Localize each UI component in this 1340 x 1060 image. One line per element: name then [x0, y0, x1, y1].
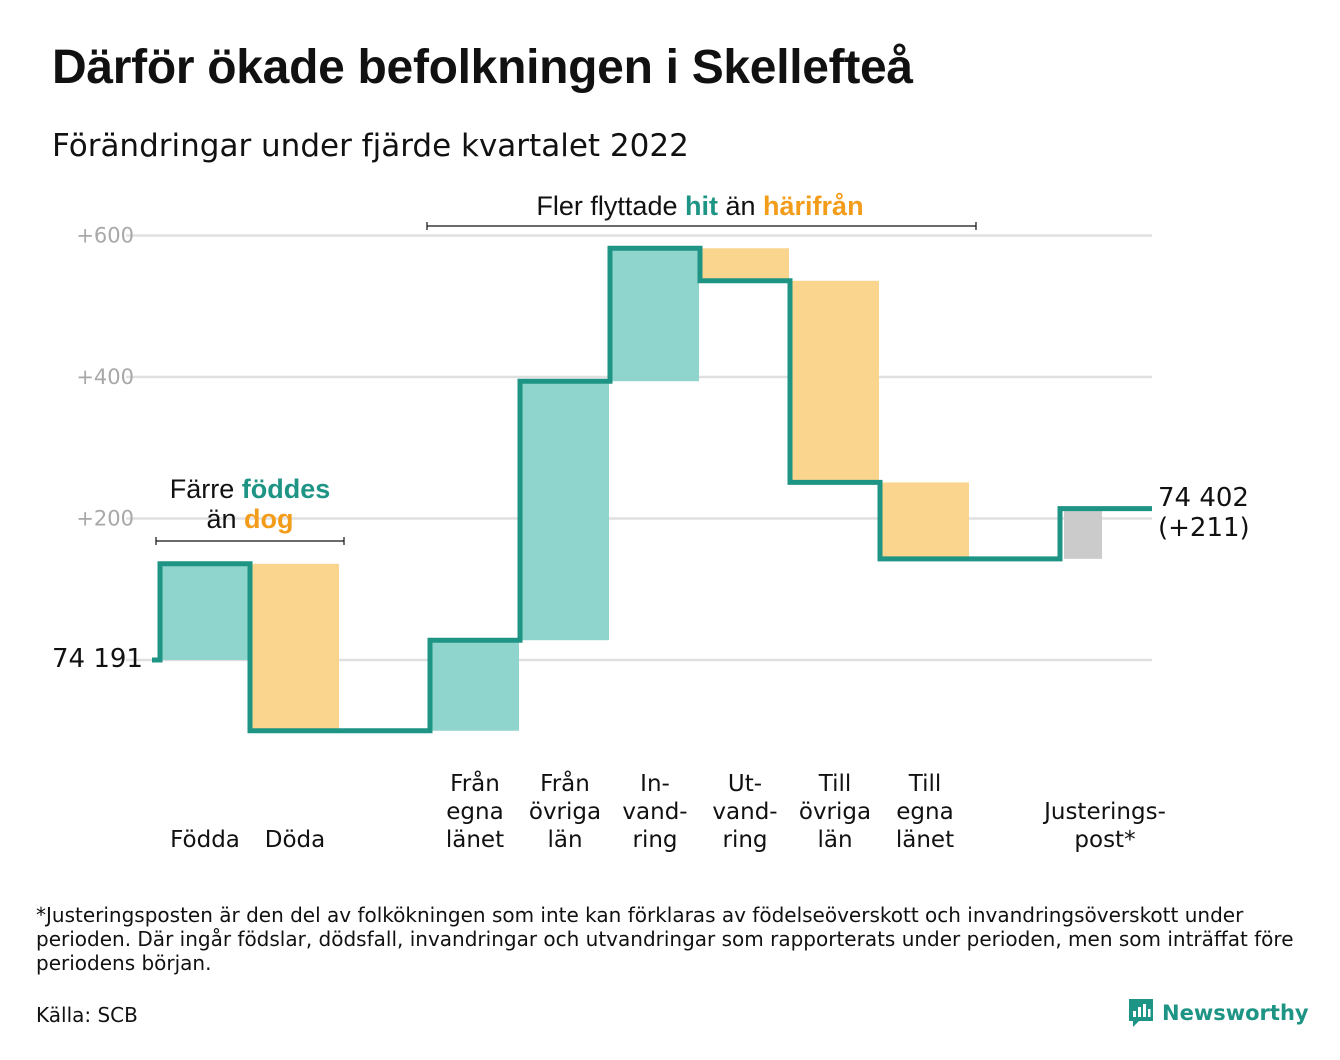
- bar-decrease: [251, 563, 339, 731]
- waterfall-chart: +200+400+600 Födda DödaFrånegnalänetFrånö…: [52, 191, 1250, 853]
- category-label: Justerings-: [1042, 799, 1166, 825]
- category-label: län: [547, 827, 582, 853]
- births-annotation: Färre föddes än dog: [155, 474, 345, 545]
- category-label: ring: [722, 827, 767, 853]
- category-label: post*: [1074, 827, 1135, 853]
- bars: [161, 248, 1102, 731]
- chart-bubble-icon: [1129, 999, 1153, 1027]
- bar-decrease: [881, 482, 969, 559]
- bar-increase: [161, 563, 249, 660]
- end-value-label: 74 402: [1158, 483, 1249, 513]
- end-change-label: (+211): [1158, 513, 1250, 543]
- bar-increase: [431, 640, 519, 731]
- category-label: övriga: [799, 799, 871, 825]
- bar-increase: [521, 381, 609, 641]
- category-label: In-: [640, 771, 670, 797]
- births-annotation-bracket: [155, 537, 345, 545]
- category-labels: Födda DödaFrånegnalänetFrånövrigalänIn-va…: [170, 769, 1166, 853]
- migration-annotation: Fler flyttade hit än härifrån: [426, 191, 977, 230]
- source-note: Källa: SCB: [36, 1003, 138, 1027]
- footnote: *Justeringsposten är den del av folkökni…: [36, 903, 1294, 975]
- bar-decrease: [701, 248, 789, 281]
- category-label: Ut-: [728, 771, 762, 797]
- chart-title: Därför ökade befolkningen i Skellefteå: [52, 41, 913, 94]
- category-label: Döda: [265, 827, 325, 853]
- category-label: vand-: [712, 799, 777, 825]
- category-label: länet: [896, 827, 954, 853]
- bar-increase: [611, 248, 699, 382]
- category-label: egna: [896, 799, 953, 825]
- category-label: Från: [450, 769, 500, 797]
- category-label: Från: [540, 769, 590, 797]
- category-label: Till: [818, 771, 852, 797]
- logo-text: Newsworthy: [1162, 1001, 1309, 1025]
- category-label: vand-: [622, 799, 687, 825]
- chart-subtitle: Förändringar under fjärde kvartalet 2022: [52, 128, 689, 164]
- bar-adjustment: [1064, 508, 1102, 559]
- category-label: övriga: [529, 799, 601, 825]
- category-label: Till: [908, 771, 942, 797]
- y-tick-label: +400: [76, 365, 134, 389]
- migration-annotation-bracket: [426, 222, 977, 230]
- start-value-label: 74 191: [52, 644, 143, 674]
- newsworthy-logo: Newsworthy: [1128, 997, 1309, 1029]
- step-line: [152, 245, 1152, 734]
- y-tick-label: +600: [76, 224, 134, 248]
- migration-annotation-text: Fler flyttade hit än härifrån: [536, 191, 863, 221]
- category-label: län: [817, 827, 852, 853]
- bar-decrease: [791, 280, 879, 483]
- category-label: egna: [446, 799, 503, 825]
- y-tick-label: +200: [76, 507, 134, 531]
- category-label: länet: [446, 827, 504, 853]
- cumulative-line: [152, 245, 1152, 734]
- births-annotation-line1: Färre föddes: [170, 474, 331, 504]
- category-label: ring: [632, 827, 677, 853]
- category-label: Födda: [170, 827, 240, 853]
- births-annotation-line2: än dog: [206, 504, 293, 534]
